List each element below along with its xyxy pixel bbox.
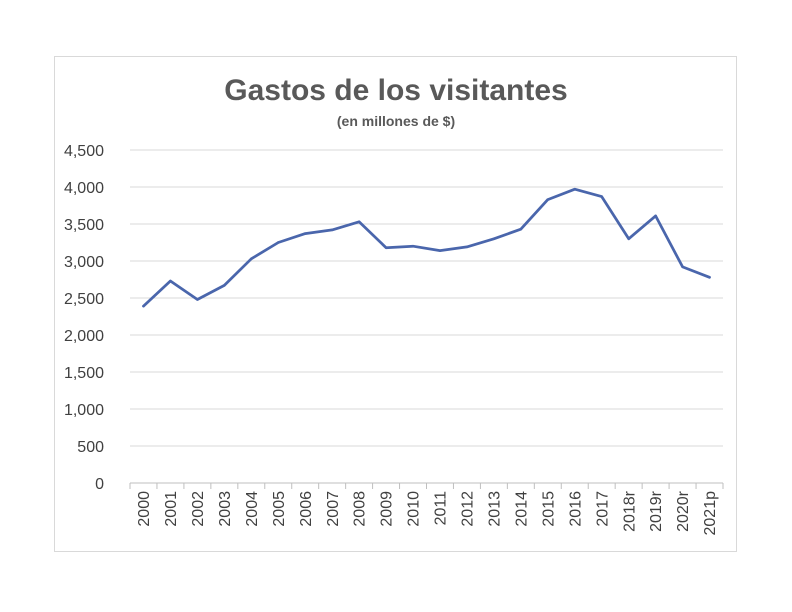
x-tick-label: 2002 <box>190 491 207 527</box>
y-axis-tick-labels: 0 500 1,000 1,500 2,000 2,500 3,000 3,500 4,000 4… <box>64 143 104 493</box>
series-layer <box>142 187 711 308</box>
data-point <box>600 195 603 198</box>
x-tick-label: 2001 <box>163 491 180 527</box>
x-tick-label: 2018r <box>621 490 638 532</box>
chart-title: Gastos de los visitantes <box>224 74 567 107</box>
x-tick-label: 2004 <box>244 491 261 527</box>
y-tick-label: 4,000 <box>64 180 104 197</box>
x-tick-label: 2000 <box>136 491 153 527</box>
data-point <box>304 232 307 235</box>
x-tick-label: 2011 <box>433 491 450 526</box>
x-tick-label: 2012 <box>460 491 477 527</box>
y-tick-label: 3,500 <box>64 217 104 234</box>
data-point <box>330 228 334 232</box>
x-tick-label: 2008 <box>352 491 369 527</box>
data-point <box>519 227 523 231</box>
data-point <box>277 241 280 244</box>
data-point <box>654 214 657 218</box>
x-tick-label: 2017 <box>594 491 611 527</box>
chart-area <box>54 56 737 552</box>
data-point <box>681 265 684 269</box>
data-point <box>573 188 576 191</box>
x-tick-label: 2020r <box>675 490 692 532</box>
data-point <box>250 257 253 260</box>
data-point <box>492 237 496 240</box>
data-point <box>196 298 199 301</box>
x-tick-label: 2007 <box>325 491 342 527</box>
y-tick-label: 4,500 <box>64 143 104 160</box>
y-tick-label: 1,000 <box>64 402 104 419</box>
gridlines <box>130 149 723 447</box>
y-tick-label: 2,000 <box>64 328 104 345</box>
x-axis-tick-labels: 2000 2001 2002 2003 2004 2005 2006 2007 2008 2009… <box>136 490 719 535</box>
x-tick-label: 2003 <box>217 491 234 527</box>
y-tick-label: 0 <box>95 476 104 493</box>
axes <box>129 482 724 489</box>
y-tick-label: 3,000 <box>64 254 104 271</box>
data-point <box>546 198 549 201</box>
x-tick-label: 2010 <box>406 491 423 527</box>
x-tick-label: 2013 <box>486 491 503 527</box>
data-point <box>223 284 226 287</box>
x-tick-label: 2016 <box>567 491 584 527</box>
chart-subtitle: (en millones de $) <box>337 113 455 129</box>
y-tick-label: 2,500 <box>64 291 104 308</box>
data-point <box>169 279 172 283</box>
data-point <box>357 220 361 223</box>
data-point <box>411 245 415 248</box>
data-point <box>384 246 388 249</box>
series-line <box>142 187 711 308</box>
x-tick-label: 2005 <box>271 491 288 527</box>
x-tick-label: 2006 <box>298 491 315 527</box>
x-tick-label: 2021p <box>702 491 719 536</box>
data-point <box>142 304 145 308</box>
x-tick-label: 2014 <box>513 491 530 527</box>
data-point <box>708 276 711 279</box>
x-tick-label: 2015 <box>540 491 557 527</box>
x-tick-label: 2019r <box>648 490 665 532</box>
y-tick-label: 1,500 <box>64 365 104 382</box>
y-tick-label: 500 <box>77 439 104 456</box>
data-point <box>438 249 442 252</box>
data-point <box>627 237 630 240</box>
data-point <box>465 245 469 249</box>
x-tick-label: 2009 <box>379 491 396 527</box>
